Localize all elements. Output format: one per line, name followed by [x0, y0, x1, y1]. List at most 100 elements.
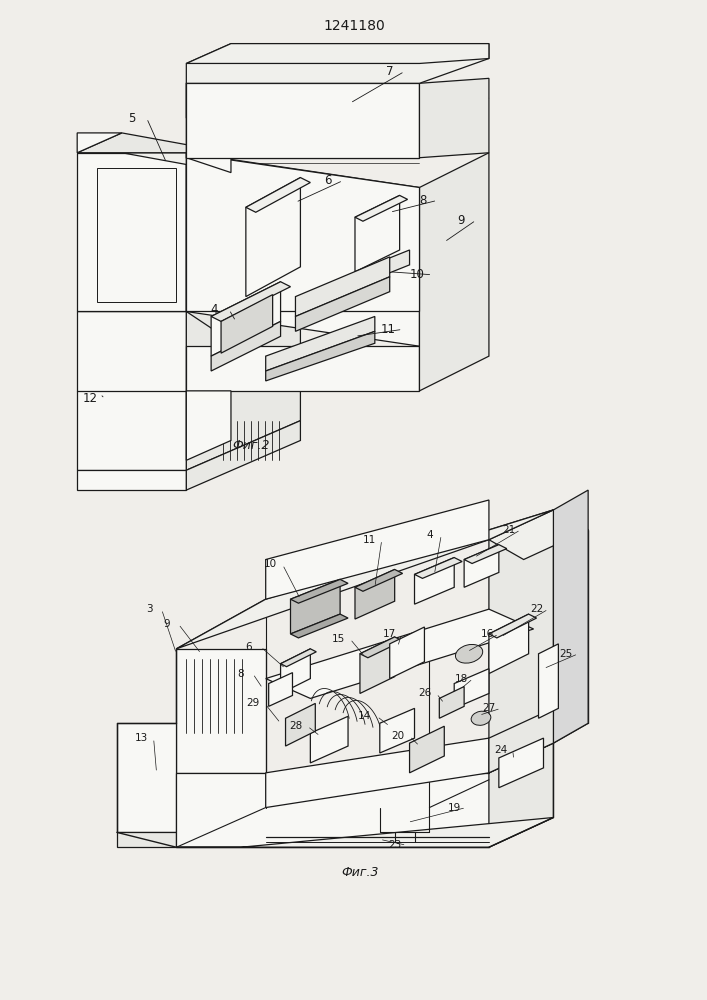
- Polygon shape: [211, 282, 291, 321]
- Polygon shape: [187, 153, 419, 311]
- Text: 25: 25: [560, 649, 573, 659]
- Text: 17: 17: [383, 629, 397, 639]
- Polygon shape: [360, 637, 395, 693]
- Polygon shape: [269, 673, 293, 706]
- Text: 10: 10: [264, 559, 277, 569]
- Text: 22: 22: [530, 604, 543, 614]
- Polygon shape: [117, 832, 177, 847]
- Text: 16: 16: [480, 629, 493, 639]
- Text: 8: 8: [419, 194, 426, 207]
- Polygon shape: [414, 558, 454, 604]
- Polygon shape: [489, 510, 554, 773]
- Polygon shape: [380, 708, 414, 753]
- Text: 11: 11: [380, 323, 395, 336]
- Text: 27: 27: [482, 703, 496, 713]
- Polygon shape: [310, 716, 348, 763]
- Polygon shape: [499, 738, 544, 788]
- Text: 23: 23: [388, 840, 402, 850]
- Text: Фиг.3: Фиг.3: [341, 866, 379, 879]
- Polygon shape: [187, 44, 489, 63]
- Polygon shape: [489, 743, 554, 847]
- Polygon shape: [177, 510, 554, 649]
- Text: 28: 28: [289, 721, 302, 731]
- Polygon shape: [177, 773, 489, 847]
- Text: 29: 29: [246, 698, 259, 708]
- Polygon shape: [296, 257, 390, 316]
- Text: 4: 4: [426, 530, 433, 540]
- Polygon shape: [187, 421, 300, 490]
- Polygon shape: [211, 282, 281, 356]
- Text: 11: 11: [363, 535, 377, 545]
- Polygon shape: [439, 687, 464, 718]
- Text: 13: 13: [135, 733, 148, 743]
- Polygon shape: [187, 153, 231, 341]
- Text: 9: 9: [163, 619, 170, 629]
- Text: 6: 6: [325, 174, 332, 187]
- Text: 15: 15: [332, 634, 345, 644]
- Polygon shape: [489, 708, 554, 773]
- Text: 18: 18: [455, 674, 468, 684]
- Polygon shape: [77, 470, 187, 490]
- Polygon shape: [464, 545, 499, 587]
- Polygon shape: [77, 153, 187, 311]
- Text: 12: 12: [83, 392, 98, 405]
- Polygon shape: [554, 490, 588, 743]
- Polygon shape: [355, 569, 395, 619]
- Text: 9: 9: [457, 214, 465, 227]
- Text: 20: 20: [391, 731, 404, 741]
- Polygon shape: [291, 579, 348, 603]
- Polygon shape: [187, 391, 231, 460]
- Polygon shape: [187, 63, 489, 118]
- Polygon shape: [187, 262, 300, 470]
- Text: 24: 24: [494, 745, 508, 755]
- Polygon shape: [414, 558, 462, 578]
- Polygon shape: [77, 311, 187, 470]
- Polygon shape: [286, 703, 315, 746]
- Polygon shape: [77, 133, 231, 153]
- Text: 10: 10: [410, 268, 425, 281]
- Polygon shape: [187, 153, 419, 346]
- Polygon shape: [77, 153, 231, 173]
- Polygon shape: [355, 250, 409, 287]
- Text: Фиг.2: Фиг.2: [232, 439, 269, 452]
- Text: 7: 7: [386, 65, 394, 78]
- Polygon shape: [291, 579, 340, 634]
- Polygon shape: [177, 649, 266, 773]
- Polygon shape: [454, 669, 489, 708]
- Polygon shape: [187, 346, 419, 391]
- Polygon shape: [390, 627, 424, 679]
- Polygon shape: [539, 644, 559, 718]
- Polygon shape: [281, 649, 310, 693]
- Ellipse shape: [471, 711, 491, 725]
- Text: 4: 4: [211, 303, 218, 316]
- Polygon shape: [419, 153, 489, 391]
- Text: 21: 21: [502, 525, 515, 535]
- Polygon shape: [246, 178, 310, 212]
- Polygon shape: [187, 44, 489, 83]
- Polygon shape: [355, 195, 399, 272]
- Polygon shape: [360, 637, 402, 658]
- Polygon shape: [211, 321, 281, 371]
- Polygon shape: [281, 649, 316, 667]
- Polygon shape: [77, 262, 300, 311]
- Polygon shape: [355, 569, 402, 591]
- Polygon shape: [177, 817, 554, 847]
- Polygon shape: [187, 83, 419, 158]
- Text: 3: 3: [146, 604, 153, 614]
- Text: 14: 14: [358, 711, 372, 721]
- Polygon shape: [266, 738, 489, 808]
- Polygon shape: [296, 277, 390, 331]
- Polygon shape: [464, 545, 507, 563]
- Text: 26: 26: [418, 688, 431, 698]
- Polygon shape: [291, 614, 348, 638]
- Polygon shape: [489, 614, 537, 638]
- Polygon shape: [266, 609, 534, 698]
- Polygon shape: [355, 195, 407, 221]
- Polygon shape: [266, 331, 375, 381]
- Polygon shape: [409, 726, 444, 773]
- Polygon shape: [97, 168, 177, 302]
- Polygon shape: [117, 723, 177, 832]
- Text: 6: 6: [245, 642, 252, 652]
- Polygon shape: [266, 500, 489, 599]
- Text: 1241180: 1241180: [323, 19, 385, 33]
